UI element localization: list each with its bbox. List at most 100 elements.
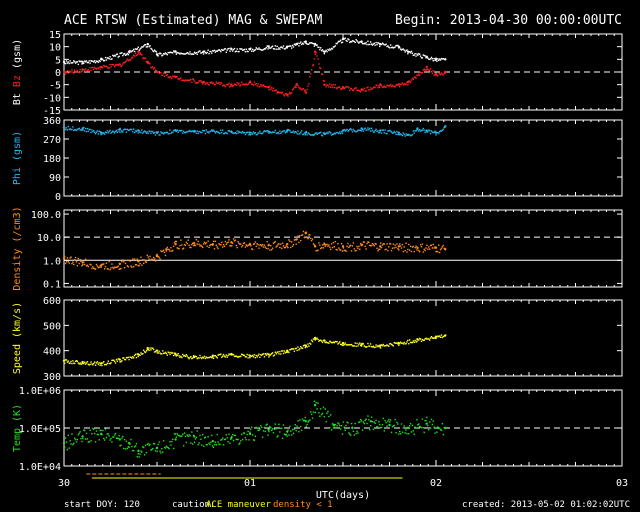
data-point — [160, 353, 162, 355]
data-point — [237, 241, 239, 243]
data-point — [289, 348, 291, 351]
data-point — [318, 242, 320, 244]
data-point — [129, 59, 131, 62]
data-point — [394, 342, 396, 344]
data-point — [421, 129, 424, 131]
data-point — [341, 341, 345, 345]
data-point — [293, 350, 296, 352]
data-point — [326, 84, 328, 86]
data-point — [259, 130, 261, 133]
data-point — [209, 81, 211, 84]
data-point — [226, 437, 228, 439]
data-point — [385, 345, 387, 347]
data-point — [215, 244, 218, 246]
data-point — [318, 412, 320, 414]
data-point — [275, 246, 277, 248]
data-point — [218, 353, 220, 356]
data-point — [66, 257, 69, 259]
data-point — [195, 51, 198, 54]
data-point — [118, 262, 122, 266]
data-point — [94, 132, 97, 135]
data-point — [136, 48, 139, 50]
data-point — [229, 442, 231, 444]
data-point — [105, 436, 108, 439]
data-point — [293, 239, 296, 241]
data-point — [196, 243, 198, 245]
data-point — [113, 65, 116, 68]
data-point — [235, 244, 237, 247]
data-point — [187, 52, 189, 54]
data-point — [141, 264, 143, 266]
data-point — [118, 358, 122, 361]
data-point — [82, 129, 84, 131]
data-point — [254, 83, 257, 86]
data-point — [273, 354, 276, 356]
data-point — [338, 423, 340, 425]
data-point — [392, 425, 395, 427]
data-point — [194, 52, 197, 55]
data-point — [379, 42, 382, 46]
data-point — [225, 51, 227, 53]
data-point — [255, 133, 257, 136]
data-point — [189, 435, 191, 437]
data-point — [87, 61, 90, 64]
caution-label: caution: — [172, 500, 215, 510]
data-point — [94, 268, 97, 270]
data-point — [308, 345, 310, 347]
data-point — [306, 43, 308, 45]
data-point — [172, 75, 175, 78]
data-point — [223, 438, 226, 441]
data-point — [409, 341, 412, 344]
data-point — [177, 131, 179, 134]
data-point — [327, 342, 329, 344]
data-point — [330, 341, 333, 344]
data-point — [307, 132, 309, 134]
data-point — [395, 84, 397, 86]
data-point — [112, 63, 114, 66]
data-point — [114, 362, 117, 364]
data-point — [244, 83, 247, 86]
data-point — [99, 68, 101, 70]
data-point — [220, 244, 222, 246]
data-point — [334, 84, 336, 86]
data-point — [378, 85, 380, 87]
data-point — [346, 128, 348, 131]
data-point — [73, 362, 76, 365]
data-point — [276, 436, 278, 438]
data-point — [161, 55, 163, 57]
data-point — [191, 431, 193, 433]
data-point — [207, 83, 209, 86]
data-point — [108, 260, 110, 263]
data-point — [93, 61, 95, 63]
series-temp — [62, 400, 447, 458]
data-point — [91, 129, 93, 131]
data-point — [95, 263, 98, 266]
data-point — [191, 81, 193, 84]
data-point — [180, 130, 182, 132]
data-point — [306, 346, 308, 348]
x-tick-label: 01 — [244, 478, 256, 489]
data-point — [391, 426, 394, 428]
data-point — [309, 76, 311, 78]
data-point — [353, 434, 356, 436]
data-point — [312, 134, 315, 137]
data-point — [76, 438, 79, 441]
data-point — [403, 83, 405, 85]
data-point — [415, 341, 417, 343]
data-point — [307, 421, 309, 423]
data-point — [76, 69, 79, 72]
data-point — [287, 95, 289, 97]
data-point — [85, 265, 88, 267]
data-point — [64, 362, 66, 364]
data-point — [400, 247, 403, 249]
data-point — [78, 432, 80, 435]
data-point — [286, 349, 289, 352]
data-point — [278, 243, 280, 245]
data-point — [162, 52, 165, 55]
data-point — [116, 360, 119, 362]
data-point — [332, 84, 335, 86]
data-point — [418, 249, 420, 252]
data-point — [296, 425, 298, 427]
data-point — [271, 428, 274, 430]
data-point — [131, 445, 133, 448]
